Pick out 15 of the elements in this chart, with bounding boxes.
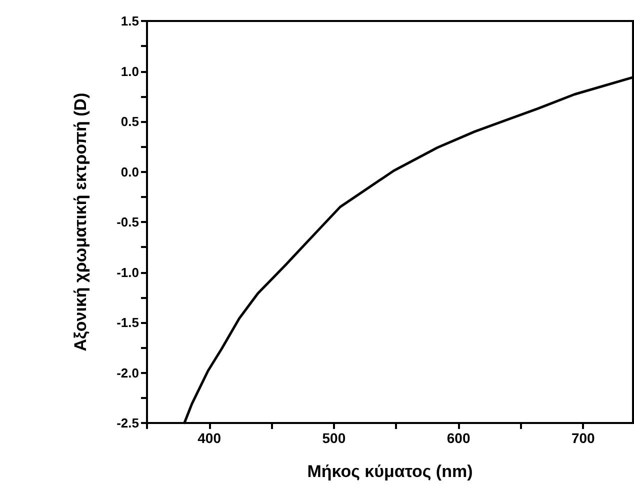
y-axis-title: Αξονική χρωματική εκτροπή (D): [71, 92, 90, 352]
x-axis-title: Μήκος κύματος (nm): [307, 462, 473, 481]
y-tick-label: -1.5: [116, 315, 139, 330]
x-tick-label: 700: [571, 430, 596, 446]
y-tick-label: -1.0: [116, 264, 139, 280]
y-tick-label: 0.0: [120, 164, 139, 180]
y-tick-label: -0.5: [116, 214, 139, 230]
y-tick-label: 1.5: [120, 14, 139, 28]
y-tick-label: 1.0: [120, 64, 139, 79]
y-tick-label: 0.5: [120, 114, 139, 129]
x-tick-label: 400: [198, 430, 222, 446]
x-tick-label: 500: [322, 430, 346, 446]
y-tick-label: -2.5: [116, 416, 139, 430]
x-tick-label: 600: [446, 430, 470, 446]
y-tick-label: -2.0: [116, 365, 139, 380]
